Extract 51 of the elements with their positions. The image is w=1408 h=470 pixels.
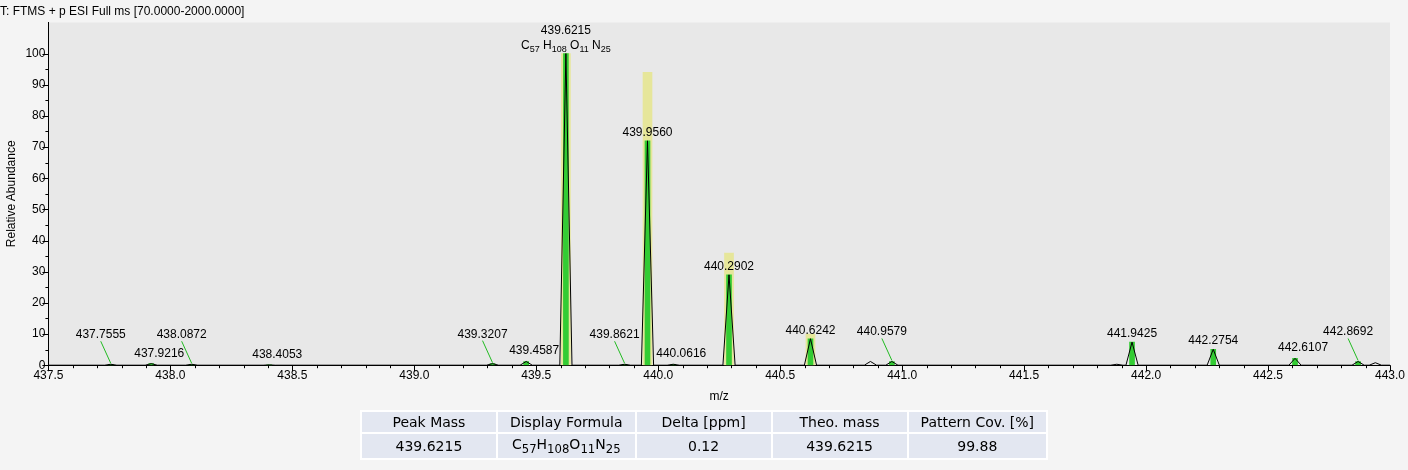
y-tick-label: 40 <box>32 232 46 247</box>
x-tick-label: 439.0 <box>399 367 430 382</box>
annotation: 440.2902 <box>703 258 755 273</box>
annotation: 442.2754 <box>1188 333 1239 348</box>
y-tick-label: 60 <box>32 170 46 185</box>
y-axis-title: Relative Abundance <box>3 140 18 248</box>
x-tick-label: 442.0 <box>1131 367 1162 382</box>
text: Theo. mass <box>771 411 908 433</box>
annotation: 437.7555 <box>75 327 127 342</box>
text: Display Formula <box>496 411 636 433</box>
annotation: 442.6107 <box>1278 340 1329 355</box>
y-tick-label: 20 <box>32 295 46 310</box>
annotation: 438.0872 <box>156 327 207 342</box>
text: Peak Mass <box>360 411 497 433</box>
annotation: 442.8692 <box>1323 324 1374 339</box>
x-tick-label: 442.5 <box>1253 367 1284 382</box>
text: 439.6215 <box>771 433 908 459</box>
y-tick-label: 50 <box>32 201 46 216</box>
text: 0.12 <box>635 433 772 459</box>
y-tick-label: 30 <box>32 264 46 279</box>
y-tick-label: 10 <box>32 326 46 341</box>
x-tick-label: 438.0 <box>155 367 186 382</box>
x-tick-label: 443.0 <box>1374 367 1406 382</box>
x-tick-label: 441.0 <box>887 367 918 382</box>
y-tick-label: 80 <box>32 108 46 123</box>
annotation: 439.9560 <box>622 124 673 139</box>
text: Delta [ppm] <box>635 411 772 433</box>
annotation: 439.6215 <box>540 22 592 37</box>
annotation: 440.9579 <box>856 324 908 339</box>
y-tick-label: 70 <box>32 139 46 154</box>
text: 99.88 <box>907 433 1048 459</box>
x-tick-label: 440.5 <box>765 367 796 382</box>
annotation: 441.9425 <box>1107 326 1158 341</box>
x-tick-label: 438.5 <box>277 367 308 382</box>
annotation: 437.9216 <box>134 345 185 360</box>
y-tick-label: 90 <box>32 77 46 92</box>
text: C$_{57}$H$_{108}$O$_{11}$N$_{25}$ <box>496 433 636 459</box>
annotation: 439.3207 <box>457 326 508 341</box>
annotation: 438.4053 <box>252 346 303 361</box>
x-tick-label: 439.5 <box>521 367 552 382</box>
x-tick-label: 440.0 <box>643 367 674 382</box>
text: Pattern Cov. [%] <box>907 411 1048 433</box>
y-tick-label: 100 <box>25 45 46 60</box>
annotation: 440.6242 <box>785 322 836 337</box>
x-axis-title: m/z <box>709 389 729 404</box>
annotation: 439.4587 <box>509 343 560 358</box>
annotation: 440.0616 <box>656 346 707 361</box>
annotation: 439.8621 <box>589 327 640 342</box>
x-tick-label: 441.5 <box>1009 367 1040 382</box>
text: 439.6215 <box>360 433 497 459</box>
chart-title: T: FTMS + p ESI Full ms [70.0000-2000.0000] <box>0 3 245 18</box>
